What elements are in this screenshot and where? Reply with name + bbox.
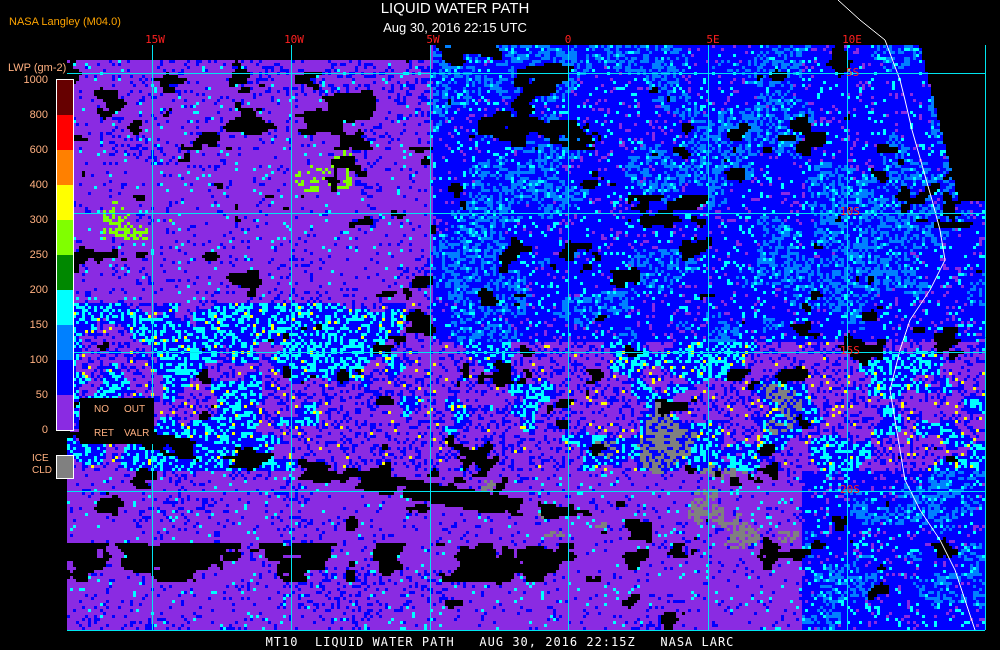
map-subtitle: Aug 30, 2016 22:15 UTC bbox=[383, 20, 527, 35]
organization-label: NASA Langley (M04.0) bbox=[9, 16, 121, 28]
lon-label-10w: 10W bbox=[284, 33, 304, 46]
ice-cloud-swatch bbox=[56, 455, 74, 479]
colorbar-tick-label: 0 bbox=[41, 424, 48, 436]
colorbar-tick-label: 150 bbox=[29, 319, 48, 331]
lat-label-15s: 15S bbox=[840, 344, 860, 357]
out-valr-label-2: VALR bbox=[124, 428, 150, 439]
colorbar-segment bbox=[57, 150, 73, 185]
lat-label-20s: 20S bbox=[840, 483, 860, 496]
colorbar-tick-label: 200 bbox=[29, 284, 48, 296]
lon-label-15w: 15W bbox=[145, 33, 165, 46]
colorbar-tick-label: 400 bbox=[29, 179, 48, 191]
colorbar-segment bbox=[57, 185, 73, 220]
lat-label-10s: 10S bbox=[840, 205, 860, 218]
colorbar-tick-label: 1000 bbox=[23, 74, 48, 86]
colorbar-segment bbox=[57, 325, 73, 360]
colorbar-segment bbox=[57, 290, 73, 325]
lon-label-5e: 5E bbox=[706, 33, 720, 46]
lon-label-5w: 5W bbox=[426, 33, 440, 46]
lwp-colorbar bbox=[56, 79, 74, 431]
lat-label-5s: 5S bbox=[846, 66, 860, 79]
footer-caption: MT10 LIQUID WATER PATH AUG 30, 2016 22:1… bbox=[265, 635, 735, 649]
legend-unit-label: LWP (gm-2) bbox=[8, 62, 67, 74]
map-title: LIQUID WATER PATH bbox=[380, 0, 530, 17]
lon-label-10e: 10E bbox=[842, 33, 862, 46]
colorbar-segment bbox=[57, 220, 73, 255]
colorbar-tick-label: 250 bbox=[29, 249, 48, 261]
ice-cld-label-1: ICE bbox=[32, 453, 49, 464]
ice-cld-label-2: CLD bbox=[32, 465, 53, 476]
lon-label-0: 0 bbox=[564, 33, 572, 46]
colorbar-tick-label: 50 bbox=[35, 389, 48, 401]
colorbar-segment bbox=[57, 80, 73, 115]
no-ret-label-1: NO bbox=[94, 404, 109, 415]
colorbar-tick-label: 100 bbox=[29, 354, 48, 366]
colorbar-segment bbox=[57, 115, 73, 150]
out-valr-label-1: OUT bbox=[124, 404, 146, 415]
colorbar-tick-label: 800 bbox=[29, 109, 48, 121]
legend-status-box: NO RET OUT VALR bbox=[80, 398, 154, 444]
colorbar-segment bbox=[57, 255, 73, 290]
colorbar-tick-label: 300 bbox=[29, 214, 48, 226]
colorbar-segment bbox=[57, 395, 73, 430]
colorbar-tick-label: 600 bbox=[29, 144, 48, 156]
no-ret-label-2: RET bbox=[94, 428, 114, 439]
colorbar-segment bbox=[57, 360, 73, 395]
